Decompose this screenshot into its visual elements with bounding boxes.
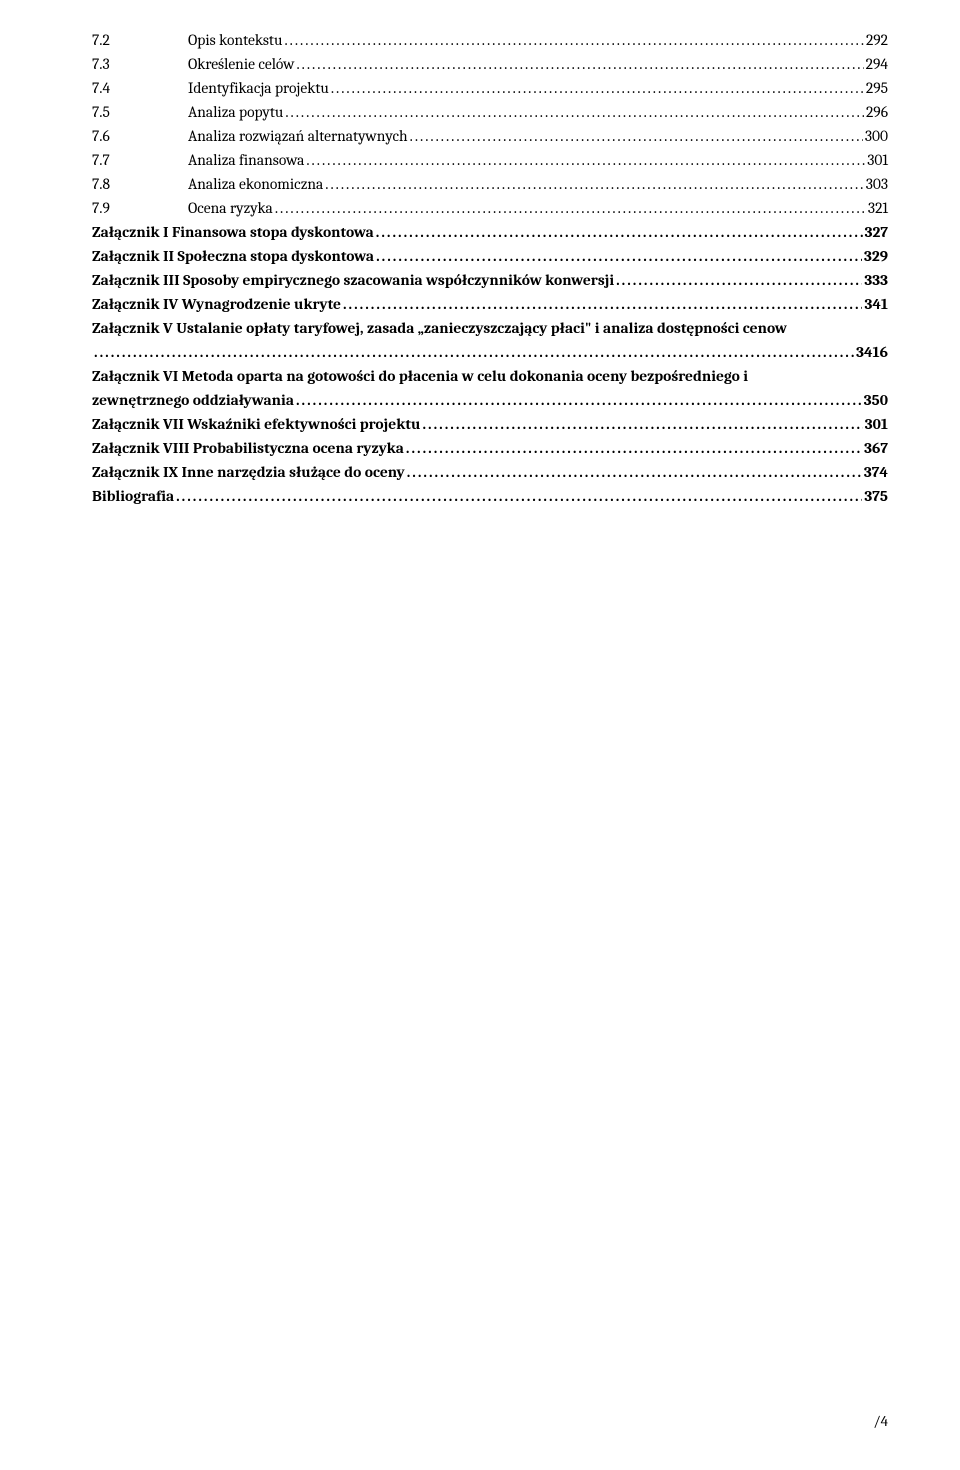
toc-page: 301 xyxy=(867,148,888,172)
toc-label: Opis kontekstu xyxy=(188,28,282,52)
toc-page: 333 xyxy=(864,268,888,292)
toc-container: 7.2 Opis kontekstu 292 7.3 Określenie ce… xyxy=(92,28,888,508)
toc-number: 7.2 xyxy=(92,28,140,52)
toc-leader-dots xyxy=(176,484,862,508)
toc-number: 7.7 xyxy=(92,148,140,172)
toc-leader-dots xyxy=(296,388,862,412)
toc-entry-annex-wrapped: Załącznik V Ustalanie opłaty taryfowej, … xyxy=(92,316,888,364)
toc-label: Załącznik III Sposoby empirycznego szaco… xyxy=(92,268,614,292)
toc-number: 7.9 xyxy=(92,196,140,220)
toc-page: 341 xyxy=(864,292,888,316)
toc-leader-dots xyxy=(407,460,862,484)
toc-leader-dots xyxy=(331,76,864,100)
toc-page: 295 xyxy=(866,76,888,100)
toc-leader-dots xyxy=(422,412,862,436)
toc-entry: 7.3 Określenie celów 294 xyxy=(92,52,888,76)
toc-label: Bibliografia xyxy=(92,484,174,508)
toc-entry: 7.5 Analiza popytu 296 xyxy=(92,100,888,124)
toc-leader-dots xyxy=(410,124,863,148)
toc-entry-annex: Załącznik VIII Probabilistyczna ocena ry… xyxy=(92,436,888,460)
toc-leader-dots xyxy=(94,340,854,364)
toc-entry: 7.7 Analiza finansowa 301 xyxy=(92,148,888,172)
toc-leader-dots xyxy=(284,28,864,52)
toc-number: 7.6 xyxy=(92,124,140,148)
toc-entry: 7.2 Opis kontekstu 292 xyxy=(92,28,888,52)
toc-entry-annex: Załącznik III Sposoby empirycznego szaco… xyxy=(92,268,888,292)
toc-leader-dots xyxy=(325,172,863,196)
toc-entry-annex: Załącznik IV Wynagrodzenie ukryte 341 xyxy=(92,292,888,316)
toc-entry-annex: Załącznik IX Inne narzędzia służące do o… xyxy=(92,460,888,484)
toc-label: Identyfikacja projektu xyxy=(188,76,329,100)
page-footer: /4 xyxy=(873,1412,888,1430)
toc-page: 3416 xyxy=(856,340,888,364)
toc-label: Załącznik IV Wynagrodzenie ukryte xyxy=(92,292,341,316)
toc-number: 7.4 xyxy=(92,76,140,100)
toc-page: 296 xyxy=(866,100,888,124)
toc-leader-dots xyxy=(306,148,865,172)
toc-leader-dots xyxy=(376,244,862,268)
toc-leader-dots xyxy=(376,220,863,244)
toc-page: 294 xyxy=(866,52,888,76)
toc-label: Załącznik IX Inne narzędzia służące do o… xyxy=(92,460,405,484)
toc-page: 329 xyxy=(864,244,888,268)
toc-label: Załącznik VI Metoda oparta na gotowości … xyxy=(92,364,748,388)
toc-label: Załącznik VIII Probabilistyczna ocena ry… xyxy=(92,436,404,460)
toc-label: Analiza popytu xyxy=(188,100,283,124)
toc-entry: 7.9 Ocena ryzyka 321 xyxy=(92,196,888,220)
toc-page: 300 xyxy=(865,124,888,148)
toc-number: 7.3 xyxy=(92,52,140,76)
toc-entry-annex: Załącznik I Finansowa stopa dyskontowa 3… xyxy=(92,220,888,244)
toc-label: Ocena ryzyka xyxy=(188,196,273,220)
toc-entry-bibliography: Bibliografia 375 xyxy=(92,484,888,508)
toc-page: 303 xyxy=(866,172,888,196)
toc-page: 301 xyxy=(865,412,888,436)
toc-page: 292 xyxy=(866,28,888,52)
toc-page: 327 xyxy=(865,220,888,244)
toc-number: 7.5 xyxy=(92,100,140,124)
toc-leader-dots xyxy=(343,292,862,316)
toc-entry: 7.6 Analiza rozwiązań alternatywnych 300 xyxy=(92,124,888,148)
toc-page: 375 xyxy=(864,484,888,508)
toc-leader-dots xyxy=(406,436,862,460)
toc-entry-annex-wrapped: Załącznik VI Metoda oparta na gotowości … xyxy=(92,364,888,412)
toc-leader-dots xyxy=(275,196,866,220)
toc-leader-dots xyxy=(285,100,864,124)
toc-label: zewnętrznego oddziaływania xyxy=(92,388,294,412)
toc-label: Analiza ekonomiczna xyxy=(188,172,323,196)
toc-page: 321 xyxy=(868,196,888,220)
toc-entry: 7.4 Identyfikacja projektu 295 xyxy=(92,76,888,100)
toc-page: 374 xyxy=(864,460,888,484)
toc-page: 367 xyxy=(864,436,888,460)
toc-number: 7.8 xyxy=(92,172,140,196)
toc-label: Załącznik VII Wskaźniki efektywności pro… xyxy=(92,412,420,436)
toc-leader-dots xyxy=(296,52,863,76)
toc-label: Załącznik II Społeczna stopa dyskontowa xyxy=(92,244,374,268)
toc-label: Załącznik V Ustalanie opłaty taryfowej, … xyxy=(92,316,787,340)
toc-label: Załącznik I Finansowa stopa dyskontowa xyxy=(92,220,374,244)
toc-entry: 7.8 Analiza ekonomiczna 303 xyxy=(92,172,888,196)
toc-entry-annex: Załącznik II Społeczna stopa dyskontowa … xyxy=(92,244,888,268)
toc-label: Analiza rozwiązań alternatywnych xyxy=(188,124,408,148)
toc-page: 350 xyxy=(864,388,888,412)
toc-entry-annex: Załącznik VII Wskaźniki efektywności pro… xyxy=(92,412,888,436)
toc-label: Analiza finansowa xyxy=(188,148,304,172)
toc-leader-dots xyxy=(616,268,862,292)
toc-label: Określenie celów xyxy=(188,52,294,76)
